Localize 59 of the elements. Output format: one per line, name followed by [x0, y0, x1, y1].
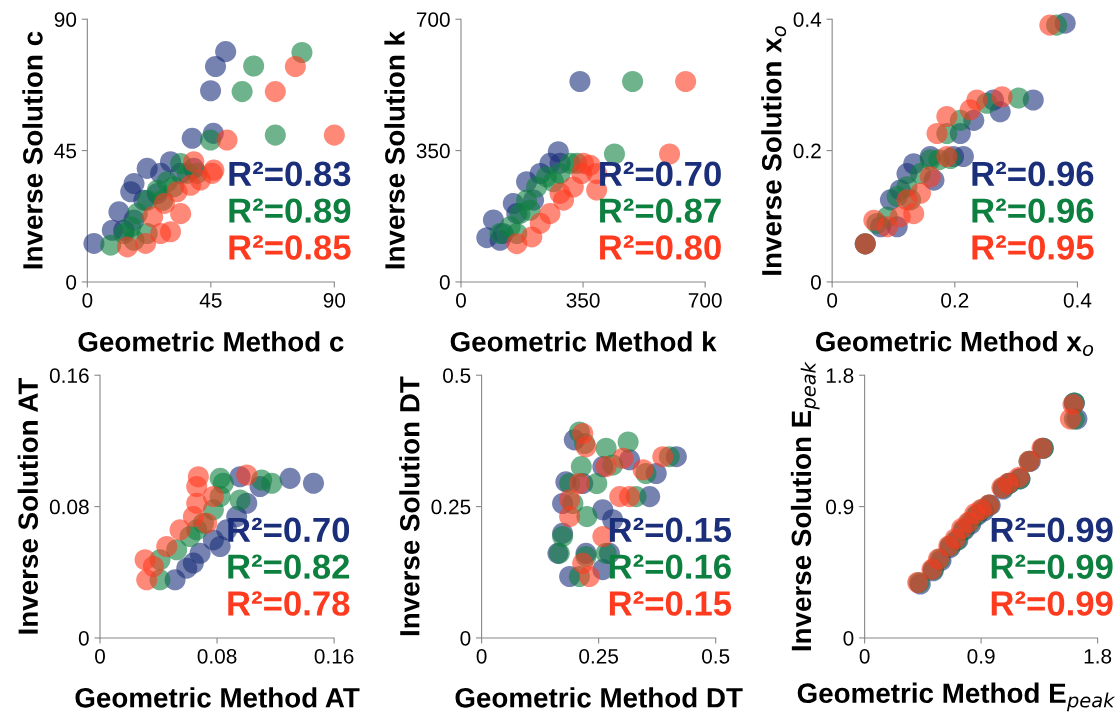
y-tick-label: 700 — [416, 12, 450, 27]
annotation: R²=0.99 — [991, 554, 1113, 579]
annotation: R²=0.95 — [972, 235, 1094, 260]
x-tick-label: 0.5 — [702, 648, 730, 664]
y-tick-label: 0 — [460, 630, 471, 646]
annotation: R²=0.87 — [600, 198, 721, 223]
x-axis-title: Geometric Method c — [78, 331, 344, 352]
annotation: R²=0.89 — [229, 198, 351, 223]
x-tick-label: 0.2 — [941, 292, 969, 308]
x-tick-label: 0.25 — [579, 648, 619, 664]
annotation: R²=0.82 — [228, 554, 350, 579]
x-tick-label: 0.4 — [1063, 292, 1092, 308]
y-tick-label: 0 — [439, 274, 450, 290]
y-tick-label: 1.8 — [826, 368, 854, 383]
x-axis-title: Geometric Method DT — [455, 687, 743, 708]
y-tick-label: 0.16 — [49, 368, 89, 383]
y-tick-label: 0 — [810, 274, 821, 290]
x-tick-label: 0 — [859, 648, 870, 664]
y-tick-label: 0.9 — [826, 499, 854, 515]
y-axis-title: Inverse Solution AT — [17, 378, 39, 634]
x-tick-label: 0 — [95, 648, 105, 664]
y-tick-label: 45 — [54, 143, 77, 159]
y-tick-label: 0.25 — [431, 499, 471, 515]
x-axis-title: Geometric Method k — [450, 331, 717, 352]
x-axis-title: Geometric Method E$_{peak}$ — [797, 682, 1116, 712]
annotation: R²=0.15 — [609, 591, 732, 616]
x-tick-label: 0.16 — [314, 648, 354, 664]
x-tick-label: 0.9 — [967, 648, 995, 664]
y-axis-title: Inverse Solution c — [22, 31, 43, 269]
x-tick-label: 1.8 — [1084, 648, 1112, 664]
x-tick-label: 0 — [476, 648, 487, 664]
x-axis-title: Geometric Method AT — [75, 687, 360, 708]
x-axis-title: Geometric Method x$_{o}$ — [815, 331, 1094, 357]
annotation: R²=0.99 — [991, 517, 1113, 543]
annotation: R²=0.96 — [972, 198, 1094, 223]
y-tick-label: 0 — [66, 274, 77, 290]
annotation: R²=0.78 — [228, 591, 350, 616]
y-axis-title: Inverse Solution k — [384, 30, 405, 269]
annotation: R²=0.96 — [972, 161, 1094, 187]
x-tick-label: 45 — [199, 293, 222, 308]
y-tick-label: 0.5 — [443, 368, 471, 383]
y-tick-label: 0.08 — [49, 499, 89, 515]
y-axis-title: Inverse Solution E$_{peak}$ — [790, 361, 820, 651]
annotation: R²=0.85 — [229, 235, 351, 260]
y-tick-label: 350 — [416, 143, 450, 159]
x-tick-label: 350 — [566, 292, 600, 308]
x-tick-label: 700 — [688, 292, 722, 308]
y-axis-title: Inverse Solution x$_{o}$ — [761, 26, 787, 275]
y-tick-label: 0.2 — [793, 143, 821, 159]
y-tick-label: 0 — [78, 630, 89, 646]
y-tick-label: 0.4 — [793, 12, 822, 27]
annotation: R²=0.80 — [600, 235, 721, 260]
annotation: R²=0.99 — [991, 591, 1113, 616]
x-tick-label: 90 — [323, 292, 346, 308]
y-tick-label: 90 — [54, 12, 77, 27]
annotation: R²=0.83 — [229, 161, 351, 187]
y-tick-label: 0 — [843, 630, 854, 646]
y-axis-title: Inverse Solution DT — [399, 376, 420, 636]
x-tick-label: 0.08 — [197, 648, 237, 664]
